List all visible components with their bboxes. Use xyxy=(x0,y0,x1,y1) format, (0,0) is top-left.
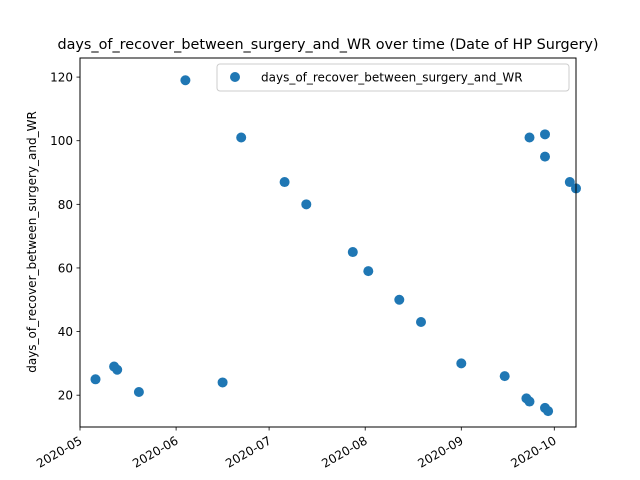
data-point xyxy=(133,387,144,398)
data-point xyxy=(524,132,535,143)
data-point xyxy=(279,177,290,188)
data-point xyxy=(217,377,228,388)
data-point xyxy=(524,396,535,407)
legend-label: days_of_recover_between_surgery_and_WR xyxy=(261,71,523,85)
data-point xyxy=(499,371,510,382)
data-point xyxy=(347,247,358,258)
y-axis-label: days_of_recover_between_surgery_and_WR xyxy=(25,111,39,373)
data-point xyxy=(112,364,123,375)
y-axis: 20 40 60 80 100 120 xyxy=(50,71,80,403)
plot-area-frame xyxy=(79,57,577,428)
data-point xyxy=(236,132,247,143)
data-point xyxy=(416,317,426,328)
data-point xyxy=(540,129,550,140)
data-point xyxy=(543,406,554,417)
y-tick-label: 120 xyxy=(50,71,73,85)
data-point xyxy=(456,358,467,369)
y-tick-label: 60 xyxy=(58,261,73,275)
data-point xyxy=(90,374,101,385)
y-tick-label: 20 xyxy=(58,389,73,403)
y-tick-label: 80 xyxy=(58,198,73,212)
legend-box xyxy=(216,63,570,92)
chart-title: days_of_recover_between_surgery_and_WR o… xyxy=(57,37,598,53)
y-tick-label: 40 xyxy=(58,325,73,339)
data-point xyxy=(540,151,550,162)
data-point xyxy=(180,75,191,86)
data-point xyxy=(394,294,405,305)
data-point xyxy=(301,199,312,210)
data-point xyxy=(363,266,374,277)
legend: days_of_recover_between_surgery_and_WR xyxy=(216,63,570,92)
y-tick-label: 100 xyxy=(50,134,73,148)
data-points xyxy=(90,75,581,417)
data-point xyxy=(564,177,575,188)
legend-marker xyxy=(230,72,240,82)
